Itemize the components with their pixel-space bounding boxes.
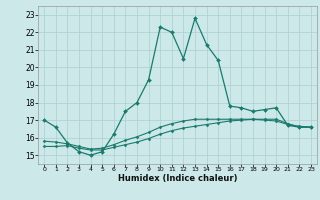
X-axis label: Humidex (Indice chaleur): Humidex (Indice chaleur) <box>118 174 237 183</box>
